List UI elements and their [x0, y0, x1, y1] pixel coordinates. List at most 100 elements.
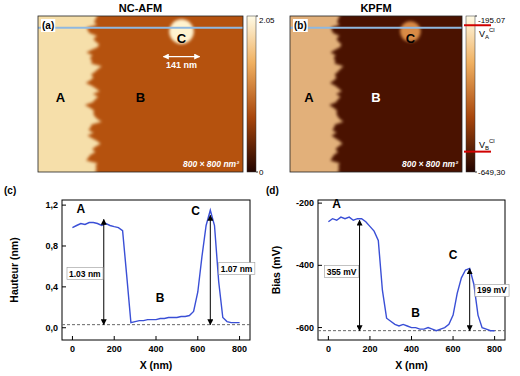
annotation-box	[475, 284, 509, 296]
region-label: C	[406, 31, 416, 46]
size-label: 800 × 800 nm²	[402, 159, 459, 169]
region-label: A	[76, 202, 85, 216]
y-axis-title: Hauteur (nm)	[8, 237, 20, 302]
region-label: C	[177, 31, 187, 46]
region-label: A	[332, 197, 341, 211]
x-tick	[114, 336, 115, 340]
panel-label: (c)	[4, 185, 16, 196]
image-frame	[290, 16, 462, 172]
size-label: 800 × 800 nm²	[183, 159, 240, 169]
x-tick	[369, 336, 370, 340]
profile-line	[38, 27, 243, 29]
colorbar-tick	[256, 172, 258, 173]
y-tick	[318, 265, 322, 266]
annotation-label: 1.07 nm	[221, 264, 253, 274]
x-tick-label: 0	[326, 344, 331, 354]
region-a	[290, 16, 343, 172]
x-tick-label: 200	[107, 344, 122, 354]
baseline	[62, 324, 250, 325]
y-tick	[62, 245, 66, 246]
image-panel: NC-AFM (a) A B C 800 × 800 nm² 141 nm 2.05 0	[33, 2, 275, 177]
x-tick-label: 600	[446, 344, 461, 354]
height-arrow	[103, 219, 104, 324]
colorbar	[466, 16, 475, 172]
plot-area	[318, 217, 505, 331]
region-label: A	[56, 90, 66, 105]
y-tick	[62, 286, 66, 287]
line-panel: 0 200 400 600 800 -600 -400 -200 X (nm) Bias (mV)…	[266, 185, 509, 371]
x-tick	[239, 336, 240, 340]
annotation-label: 355 mV	[327, 267, 357, 277]
x-tick-label: 600	[190, 344, 205, 354]
marker-sup: Cl	[489, 138, 495, 144]
label-patch	[41, 19, 55, 32]
x-tick	[197, 336, 198, 340]
region-label: B	[136, 90, 145, 105]
x-tick-label: 200	[362, 344, 377, 354]
colorbar-tick-label: -649,30	[478, 168, 506, 177]
region-label: B	[156, 291, 165, 305]
y-tick-label: 0,4	[45, 282, 58, 292]
panel-label: (b)	[294, 20, 307, 31]
region-label: A	[304, 90, 314, 105]
x-tick	[494, 336, 495, 340]
annotation-box	[219, 263, 255, 275]
colorbar	[247, 16, 256, 172]
scale-label: 141 nm	[166, 60, 197, 70]
image-frame	[38, 16, 243, 172]
profile-line	[290, 27, 462, 29]
line-panel: 02004006008000,00,40,81,2X (nm)Hauteur (…	[4, 185, 255, 371]
annotation-label: 1.03 nm	[69, 269, 101, 279]
x-axis-title: X (nm)	[395, 359, 428, 371]
colorbar-tick	[475, 172, 477, 173]
scale-bar	[163, 56, 199, 57]
colorbar-tick-label: 0	[259, 168, 264, 177]
panel-title: NC-AFM	[119, 2, 162, 14]
y-tick-label: -600	[296, 323, 314, 333]
x-tick	[72, 336, 73, 340]
region-label: C	[191, 204, 200, 218]
panel-label: (a)	[42, 20, 54, 31]
y-tick-label: 1,2	[45, 200, 58, 210]
image-panel: KPFM(b)ABC800 × 800 nm²-195.07-649,30VAC…	[285, 2, 506, 177]
y-tick-label: -400	[296, 260, 314, 270]
region-label: C	[449, 248, 458, 262]
y-tick-label: 0,8	[45, 241, 58, 251]
marker-label: VACl	[479, 27, 495, 40]
image	[38, 16, 243, 172]
x-tick-label: 0	[70, 344, 75, 354]
x-tick-label: 800	[487, 344, 502, 354]
colorbar-tick	[475, 16, 477, 17]
colorbar-marker	[464, 151, 491, 153]
height-arrow	[210, 215, 211, 324]
colorbar-tick	[256, 16, 258, 17]
image	[290, 16, 462, 172]
plot-frame	[318, 200, 505, 340]
y-tick	[62, 205, 66, 206]
marker-sub: A	[485, 34, 489, 40]
height-arrow	[359, 220, 360, 330]
marker-label: VBCl	[479, 138, 495, 151]
x-tick-label: 400	[404, 344, 419, 354]
panel-title: KPFM	[360, 2, 391, 14]
baseline	[318, 330, 505, 331]
x-tick	[156, 336, 157, 340]
annotation-box	[67, 268, 103, 280]
x-tick	[453, 336, 454, 340]
y-tick	[318, 203, 322, 204]
label-patch	[293, 19, 308, 32]
y-tick-label: -200	[296, 198, 314, 208]
region-label: B	[411, 306, 420, 320]
marker-sub: B	[485, 145, 489, 151]
y-axis-title: Bias (mV)	[270, 246, 282, 294]
x-tick-label: 800	[232, 344, 247, 354]
colorbar-tick-label: 2.05	[259, 16, 275, 25]
region-label: B	[371, 90, 380, 105]
y-tick	[318, 327, 322, 328]
y-tick	[62, 327, 66, 328]
figure: NC-AFM (a) A B C 800 × 800 nm² 141 nm 2.05 0 KPFM…	[0, 0, 520, 376]
annotation-box	[325, 266, 359, 278]
x-tick	[411, 336, 412, 340]
colorbar-marker	[464, 24, 491, 26]
x-axis-title: X (nm)	[140, 359, 173, 371]
